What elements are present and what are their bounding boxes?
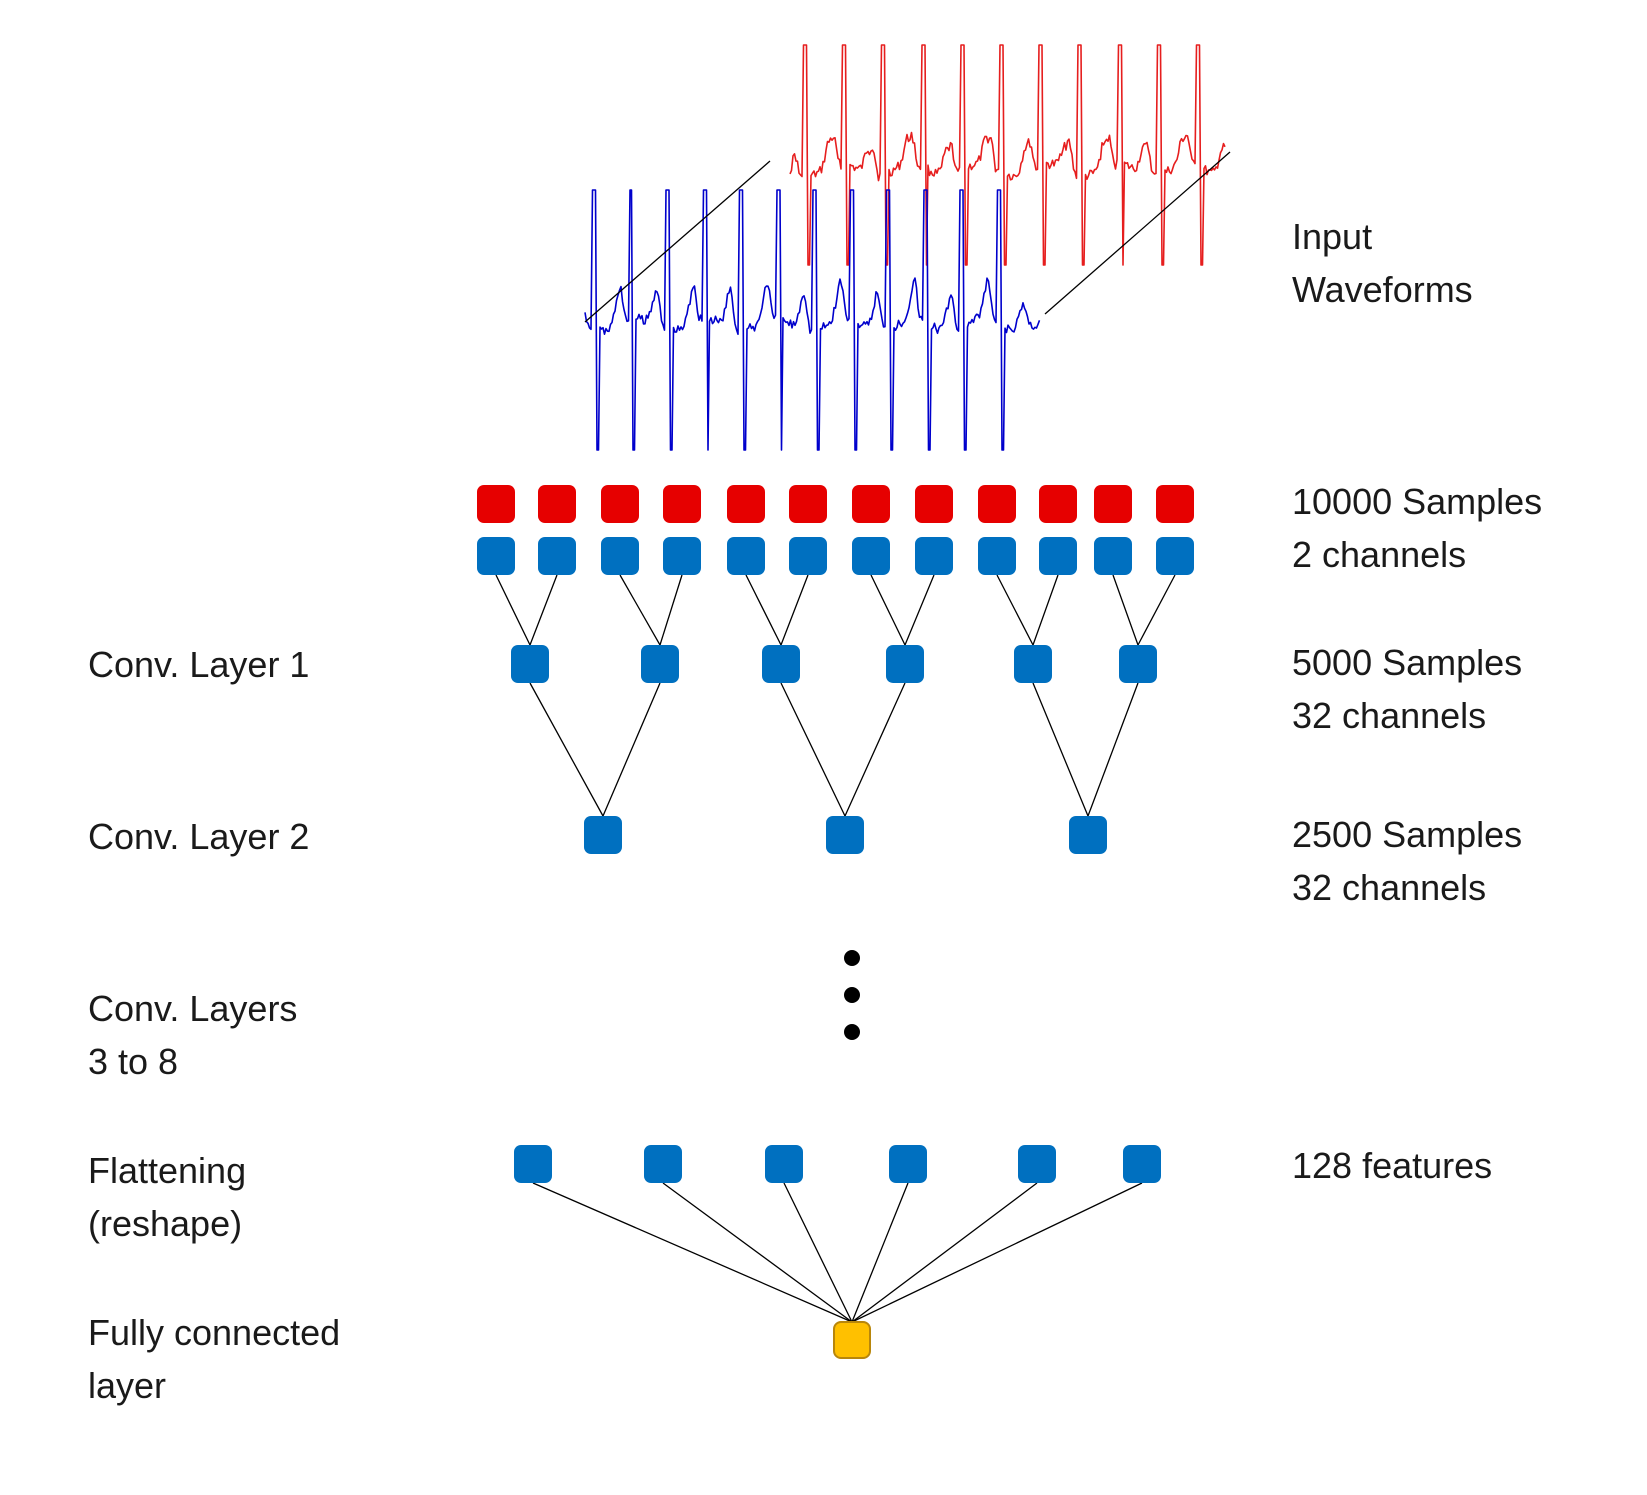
ellipsis-dot bbox=[844, 1024, 860, 1040]
input-node-channel-2 bbox=[477, 537, 515, 575]
input-waveforms bbox=[584, 44, 1226, 451]
fully-connected-node bbox=[833, 1321, 871, 1359]
input-node-channel-1 bbox=[1094, 485, 1132, 523]
edge-input-conv1 bbox=[1112, 574, 1139, 646]
input-node-channel-1 bbox=[1039, 485, 1077, 523]
edge-flatten-fc bbox=[662, 1182, 853, 1323]
conv1-size-label: 5000 Samples 32 channels bbox=[1292, 642, 1523, 736]
edge-conv1-conv2 bbox=[1032, 682, 1089, 817]
input-node-channel-1 bbox=[538, 485, 576, 523]
edge-conv1-conv2 bbox=[844, 682, 906, 817]
edge-flatten-fc bbox=[532, 1182, 853, 1323]
conv1-node bbox=[511, 645, 549, 683]
waveform-channel-2 bbox=[584, 189, 1041, 451]
conv1-node bbox=[641, 645, 679, 683]
perspective-line-right bbox=[1044, 151, 1231, 315]
edge-input-conv1 bbox=[904, 574, 935, 646]
edge-input-conv1 bbox=[619, 574, 661, 646]
perspective-line-left bbox=[584, 160, 771, 323]
input-node-channel-1 bbox=[477, 485, 515, 523]
edge-flatten-fc bbox=[851, 1182, 1143, 1323]
conv-layer-2-label: Conv. Layer 2 bbox=[88, 816, 310, 857]
conv2-size-label: 2500 Samples 32 channels bbox=[1292, 814, 1523, 908]
flatten-node bbox=[1123, 1145, 1161, 1183]
input-node-channel-1 bbox=[663, 485, 701, 523]
edge-input-conv1 bbox=[659, 574, 683, 646]
input-node-channel-2 bbox=[789, 537, 827, 575]
fully-connected-label: Fully connected layer bbox=[88, 1312, 341, 1406]
input-node-channel-2 bbox=[1039, 537, 1077, 575]
input-node-channel-1 bbox=[601, 485, 639, 523]
edge-input-conv1 bbox=[1137, 574, 1176, 646]
edge-flatten-fc bbox=[851, 1182, 909, 1323]
input-node-channel-1 bbox=[1156, 485, 1194, 523]
ellipsis-dot bbox=[844, 987, 860, 1003]
input-node-channel-2 bbox=[978, 537, 1016, 575]
flatten-node bbox=[765, 1145, 803, 1183]
conv2-node bbox=[1069, 816, 1107, 854]
conv1-node bbox=[762, 645, 800, 683]
edge-conv1-conv2 bbox=[529, 682, 604, 817]
edge-input-conv1 bbox=[1032, 574, 1059, 646]
input-node-channel-1 bbox=[789, 485, 827, 523]
conv-layer-1-label: Conv. Layer 1 bbox=[88, 644, 310, 685]
edge-input-conv1 bbox=[780, 574, 809, 646]
input-node-channel-2 bbox=[1094, 537, 1132, 575]
flatten-size-label: 128 features bbox=[1292, 1145, 1493, 1186]
edge-flatten-fc bbox=[783, 1182, 853, 1323]
input-node-channel-2 bbox=[601, 537, 639, 575]
edge-input-conv1 bbox=[745, 574, 782, 646]
flatten-node bbox=[889, 1145, 927, 1183]
input-waveforms-label: Input Waveforms bbox=[1292, 216, 1473, 310]
input-size-label: 10000 Samples 2 channels bbox=[1292, 481, 1543, 575]
edge-input-conv1 bbox=[996, 574, 1034, 646]
ellipsis-dot bbox=[844, 950, 860, 966]
input-node-channel-2 bbox=[852, 537, 890, 575]
connections bbox=[495, 151, 1231, 1323]
nodes bbox=[477, 485, 1194, 1359]
flatten-node bbox=[644, 1145, 682, 1183]
input-node-channel-2 bbox=[538, 537, 576, 575]
edge-conv1-conv2 bbox=[602, 682, 661, 817]
edge-conv1-conv2 bbox=[780, 682, 846, 817]
input-node-channel-1 bbox=[852, 485, 890, 523]
flatten-node bbox=[1018, 1145, 1056, 1183]
conv1-node bbox=[1119, 645, 1157, 683]
edge-conv1-conv2 bbox=[1087, 682, 1139, 817]
input-node-channel-1 bbox=[915, 485, 953, 523]
flatten-node bbox=[514, 1145, 552, 1183]
input-node-channel-2 bbox=[663, 537, 701, 575]
conv1-node bbox=[886, 645, 924, 683]
input-node-channel-2 bbox=[727, 537, 765, 575]
waveform-channel-1 bbox=[789, 44, 1226, 266]
conv1-node bbox=[1014, 645, 1052, 683]
conv-layers-3-8-label: Conv. Layers 3 to 8 bbox=[88, 988, 298, 1082]
input-node-channel-2 bbox=[1156, 537, 1194, 575]
conv2-node bbox=[584, 816, 622, 854]
edge-input-conv1 bbox=[870, 574, 906, 646]
input-node-channel-1 bbox=[978, 485, 1016, 523]
conv2-node bbox=[826, 816, 864, 854]
ellipsis bbox=[844, 950, 860, 1040]
edge-input-conv1 bbox=[529, 574, 558, 646]
flattening-label: Flattening (reshape) bbox=[88, 1150, 247, 1244]
input-node-channel-1 bbox=[727, 485, 765, 523]
edge-flatten-fc bbox=[851, 1182, 1038, 1323]
input-node-channel-2 bbox=[915, 537, 953, 575]
edge-input-conv1 bbox=[495, 574, 531, 646]
